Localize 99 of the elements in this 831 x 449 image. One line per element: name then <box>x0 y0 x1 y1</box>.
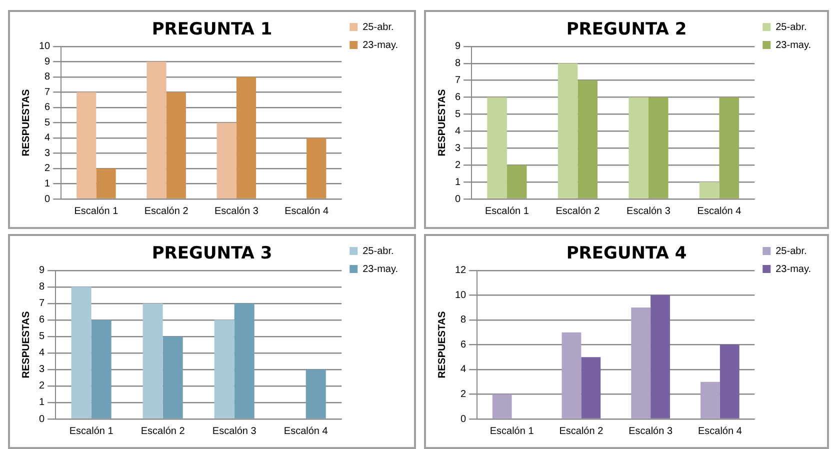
y-axis-title: RESPUESTAS <box>436 310 448 378</box>
y-tick-label: 0 <box>44 194 51 205</box>
y-tick-label: 2 <box>39 380 45 392</box>
chart-title: PREGUNTA 2 <box>566 20 687 40</box>
bar <box>720 344 740 418</box>
chart-title: PREGUNTA 3 <box>152 244 272 264</box>
y-tick-label: 7 <box>455 75 461 86</box>
bar <box>236 76 256 198</box>
y-tick-label: 8 <box>44 72 51 83</box>
bar <box>628 97 648 198</box>
y-tick-label: 6 <box>460 339 467 350</box>
bar <box>146 62 166 198</box>
y-tick-label: 8 <box>455 58 461 70</box>
y-tick-label: 7 <box>39 298 45 310</box>
legend-label: 23-may. <box>362 264 398 275</box>
bar <box>578 80 598 198</box>
y-tick-label: 12 <box>455 265 467 276</box>
y-tick-label: 0 <box>455 194 461 205</box>
y-tick-label: 6 <box>44 102 51 114</box>
x-tick-label: Escalón 3 <box>212 426 257 437</box>
y-axis-title: RESPUESTAS <box>436 88 448 156</box>
x-tick-label: Escalón 4 <box>697 206 742 217</box>
y-tick-label: 5 <box>39 331 45 342</box>
x-tick-label: Escalón 1 <box>490 426 534 437</box>
y-axis-title: RESPUESTAS <box>20 88 32 156</box>
chart-title: PREGUNTA 1 <box>152 20 272 40</box>
y-tick-label: 4 <box>44 132 51 144</box>
y-tick-label: 2 <box>44 163 51 174</box>
y-tick-label: 4 <box>39 348 45 359</box>
y-tick-label: 5 <box>455 108 461 120</box>
bar <box>562 332 582 418</box>
x-tick-label: Escalón 2 <box>556 206 600 217</box>
x-tick-label: Escalón 2 <box>144 206 189 217</box>
y-tick-label: 6 <box>39 314 45 326</box>
bar <box>96 168 116 198</box>
bar <box>142 303 163 418</box>
bar <box>581 357 601 418</box>
bar <box>71 286 92 418</box>
bar <box>306 138 326 198</box>
bar <box>492 394 512 418</box>
x-tick-label: Escalón 2 <box>140 426 186 437</box>
x-tick-label: Escalón 1 <box>69 426 114 437</box>
y-tick-label: 1 <box>39 397 45 408</box>
x-tick-label: Escalón 2 <box>559 426 604 437</box>
bar <box>214 320 234 418</box>
y-tick-label: 5 <box>44 117 51 128</box>
y-tick-label: 3 <box>455 142 461 154</box>
legend-label: 25-abr. <box>776 246 807 257</box>
x-tick-label: Escalón 4 <box>284 206 329 217</box>
y-tick-label: 0 <box>39 414 45 425</box>
y-tick-label: 1 <box>455 176 461 188</box>
y-tick-label: 10 <box>455 290 467 301</box>
y-tick-label: 6 <box>455 92 461 104</box>
bar <box>487 97 507 198</box>
x-tick-label: Escalón 1 <box>74 206 119 217</box>
x-tick-label: Escalón 3 <box>626 206 671 217</box>
y-tick-label: 2 <box>460 388 467 400</box>
y-tick-label: 3 <box>44 148 51 159</box>
bar <box>719 97 740 198</box>
bar <box>306 369 326 418</box>
legend-label: 23-may. <box>362 40 398 51</box>
legend-label: 25-abr. <box>776 22 807 33</box>
bar <box>648 97 668 198</box>
y-tick-label: 9 <box>39 265 45 276</box>
bar <box>216 122 236 198</box>
chart-title: PREGUNTA 4 <box>566 244 687 264</box>
x-tick-label: Escalón 4 <box>698 426 742 437</box>
x-tick-label: Escalón 1 <box>484 206 530 217</box>
y-tick-label: 9 <box>455 41 461 52</box>
y-tick-label: 9 <box>44 56 51 68</box>
legend-label: 25-abr. <box>362 246 394 257</box>
y-tick-label: 3 <box>39 364 45 376</box>
x-tick-label: Escalón 3 <box>214 206 259 217</box>
bar <box>699 182 720 198</box>
bar <box>700 382 720 418</box>
bar <box>631 308 651 418</box>
x-tick-label: Escalón 4 <box>284 426 328 437</box>
bar <box>558 63 578 198</box>
y-tick-label: 7 <box>44 86 51 98</box>
legend-label: 25-abr. <box>362 22 394 33</box>
bar <box>650 295 670 418</box>
y-tick-label: 8 <box>39 282 45 293</box>
y-tick-label: 0 <box>460 414 467 425</box>
y-tick-label: 4 <box>455 126 461 137</box>
bar <box>162 336 183 418</box>
y-tick-label: 8 <box>460 314 467 326</box>
bar <box>76 92 96 198</box>
y-tick-label: 2 <box>455 160 461 171</box>
legend-label: 23-may. <box>776 264 812 275</box>
bar <box>166 92 186 198</box>
x-tick-label: Escalón 3 <box>628 426 673 437</box>
bar <box>234 303 254 418</box>
y-axis-title: RESPUESTAS <box>20 310 32 378</box>
bar <box>91 320 112 418</box>
legend-label: 23-may. <box>776 40 812 51</box>
y-tick-label: 1 <box>44 178 51 190</box>
y-tick-label: 10 <box>39 41 51 52</box>
y-tick-label: 4 <box>460 364 467 376</box>
bar <box>506 165 527 198</box>
